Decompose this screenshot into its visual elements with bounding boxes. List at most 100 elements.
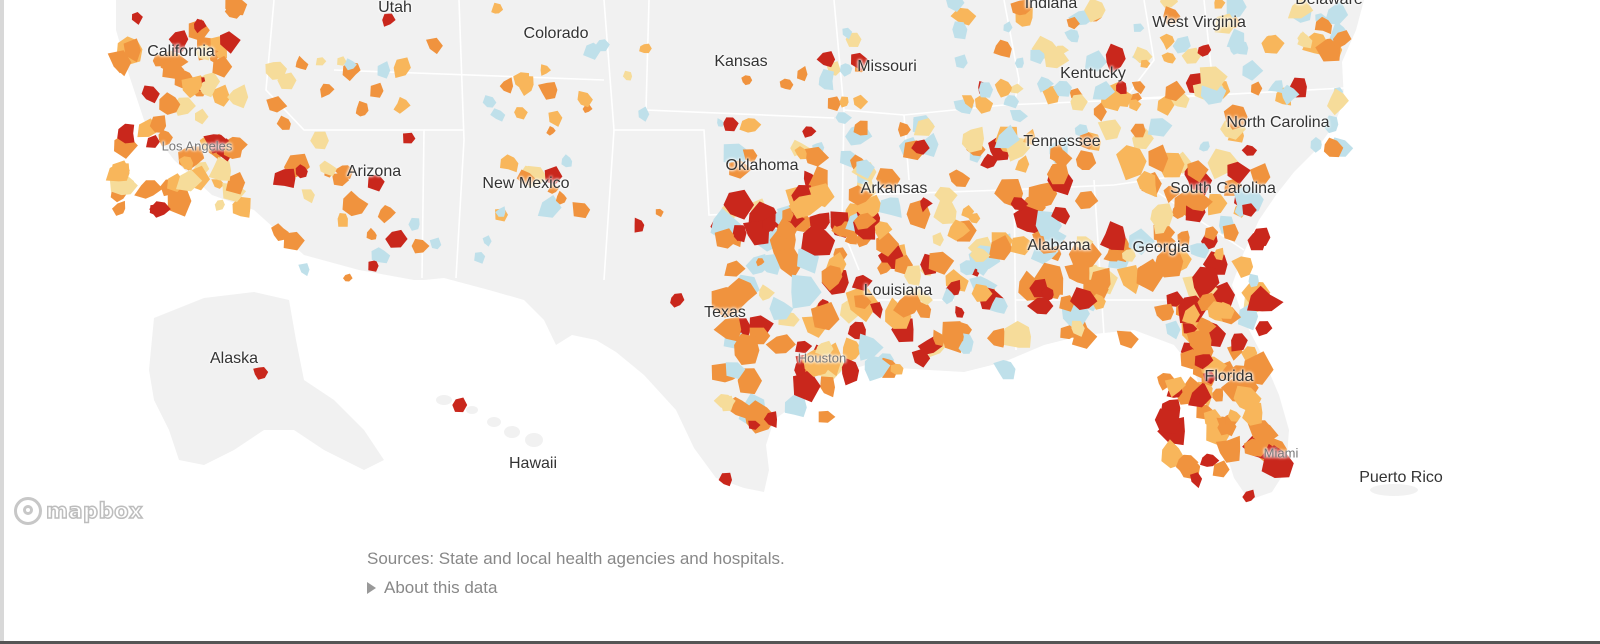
county-shape xyxy=(827,96,841,111)
state-border xyxy=(455,0,465,279)
county-shape xyxy=(1314,16,1333,35)
county-shape xyxy=(1041,286,1054,301)
county-shape xyxy=(112,200,126,216)
county-shape xyxy=(561,154,573,168)
county-shape xyxy=(382,13,396,27)
county-shape xyxy=(1186,330,1212,354)
county-shape xyxy=(540,64,551,76)
county-shape xyxy=(1159,33,1175,50)
county-shape xyxy=(491,2,504,14)
county-shape xyxy=(1297,31,1313,49)
county-shape xyxy=(1227,409,1241,422)
county-shape xyxy=(802,126,817,138)
label-north-carolina: North Carolina xyxy=(1226,114,1330,131)
county-shape xyxy=(748,420,761,430)
county-shape xyxy=(876,168,901,192)
county-shape xyxy=(474,252,486,264)
county-shape xyxy=(756,258,765,267)
county-shape xyxy=(1003,21,1013,33)
county-shape xyxy=(214,199,225,211)
county-shape xyxy=(1215,301,1235,319)
county-shape xyxy=(802,348,833,377)
county-shape xyxy=(853,212,877,230)
county-shape xyxy=(537,195,562,218)
county-shape xyxy=(794,363,806,377)
county-shape xyxy=(815,340,834,357)
county-shape xyxy=(1091,293,1106,310)
county-shape xyxy=(1010,236,1035,256)
county-shape xyxy=(1128,228,1155,256)
county-shape xyxy=(107,50,132,77)
county-shape xyxy=(1084,0,1106,23)
county-shape xyxy=(1064,261,1090,286)
county-shape xyxy=(367,174,385,192)
county-shape xyxy=(898,122,911,137)
county-shape xyxy=(1242,60,1264,81)
county-shape xyxy=(988,235,1013,261)
county-shape xyxy=(1116,145,1147,181)
county-shape xyxy=(989,297,1008,314)
county-shape xyxy=(393,96,411,114)
about-data-toggle[interactable]: About this data xyxy=(367,578,497,598)
county-shape xyxy=(961,95,975,109)
county-shape xyxy=(714,228,738,249)
county-shape xyxy=(1175,454,1199,474)
alaska-land xyxy=(149,292,384,470)
county-shape xyxy=(344,58,357,71)
county-shape xyxy=(408,217,420,231)
county-shape xyxy=(1163,185,1180,204)
county-shape xyxy=(152,54,166,67)
county-shape xyxy=(763,411,777,428)
county-shape xyxy=(1188,381,1212,408)
county-shape xyxy=(920,197,933,213)
county-shape xyxy=(1071,320,1085,337)
county-shape xyxy=(1164,376,1186,398)
county-shape xyxy=(634,217,645,233)
county-shape xyxy=(1148,144,1169,173)
county-shape xyxy=(173,41,186,54)
county-shape xyxy=(947,219,970,241)
county-shape xyxy=(1131,81,1146,95)
county-shape xyxy=(670,293,685,308)
county-shape xyxy=(1116,79,1127,95)
county-shape xyxy=(452,397,468,413)
county-shape xyxy=(1066,16,1080,30)
county-shape xyxy=(839,96,849,108)
about-data-label: About this data xyxy=(384,578,498,597)
county-shape xyxy=(818,69,834,91)
county-shape xyxy=(315,57,327,66)
county-shape xyxy=(1092,81,1116,100)
county-shape xyxy=(841,358,860,386)
county-shape xyxy=(933,329,945,347)
county-shape xyxy=(1009,109,1028,123)
county-shape xyxy=(301,189,315,204)
state-border xyxy=(603,129,615,281)
county-shape xyxy=(728,160,752,179)
county-shape xyxy=(310,131,329,150)
county-shape xyxy=(1010,83,1024,94)
county-shape xyxy=(149,201,171,218)
county-shape xyxy=(1150,203,1174,229)
label-hawaii: Hawaii xyxy=(508,455,558,472)
county-shape xyxy=(1199,66,1228,91)
county-shape xyxy=(1070,287,1098,310)
county-shape xyxy=(801,223,836,256)
county-shape xyxy=(1215,435,1241,463)
county-shape xyxy=(723,143,752,167)
county-shape xyxy=(1261,34,1285,54)
county-shape xyxy=(1203,370,1216,385)
county-shape xyxy=(733,225,746,242)
mapbox-logo[interactable]: mapbox xyxy=(14,497,143,525)
county-shape xyxy=(572,202,591,219)
label-west-virginia: West Virginia xyxy=(1152,14,1246,31)
map-canvas[interactable] xyxy=(4,0,1600,530)
county-shape xyxy=(495,206,506,217)
county-shape xyxy=(864,355,891,382)
county-shape xyxy=(784,395,807,418)
hotspot-map[interactable]: Utah Colorado California Kansas Missouri Indi… xyxy=(4,0,1600,530)
county-shape xyxy=(1213,247,1224,261)
county-shape xyxy=(582,104,593,113)
county-shape xyxy=(320,83,335,98)
county-shape xyxy=(1154,303,1175,322)
county-shape xyxy=(775,217,798,239)
